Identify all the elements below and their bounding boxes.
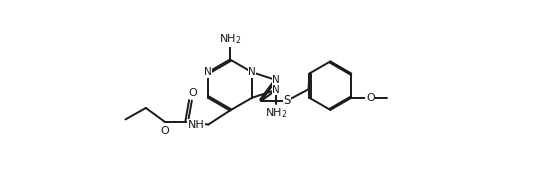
Text: O: O: [161, 126, 169, 136]
Text: O: O: [366, 93, 375, 103]
Text: NH$_2$: NH$_2$: [265, 106, 288, 120]
Text: NH$_2$: NH$_2$: [219, 33, 241, 46]
Text: N: N: [248, 67, 256, 77]
Text: NH: NH: [188, 120, 204, 130]
Text: O: O: [188, 88, 197, 98]
Text: N: N: [272, 85, 280, 95]
Text: N: N: [204, 67, 212, 77]
Text: S: S: [283, 94, 290, 107]
Text: N: N: [272, 75, 280, 85]
